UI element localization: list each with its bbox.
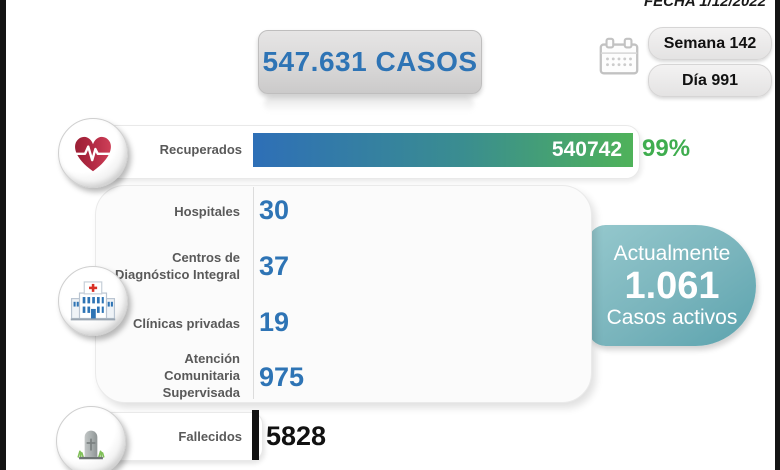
recovered-bar: 540742 xyxy=(253,133,633,167)
hospital-building-icon xyxy=(70,281,116,321)
tombstone-icon xyxy=(77,430,105,460)
deceased-label: Fallecidos xyxy=(178,429,242,444)
breakdown-value-acs: 975 xyxy=(259,362,305,392)
breakdown-value-hospitales: 30 xyxy=(259,195,290,225)
recovered-icon-badge xyxy=(58,118,128,188)
card-divider-line xyxy=(253,187,254,399)
report-date: FECHA 1/12/2022 xyxy=(643,0,766,10)
title-reflection xyxy=(264,96,474,112)
deceased-value: 5828 xyxy=(266,421,327,451)
calendar-icon xyxy=(599,37,639,75)
heart-ekg-icon xyxy=(75,136,111,172)
deceased-icon-badge xyxy=(56,406,126,470)
breakdown-value-clinicas: 19 xyxy=(259,307,290,337)
deceased-mini-bar xyxy=(252,410,259,460)
recovered-percent: 99% xyxy=(642,135,691,162)
breakdown-label-clinicas: Clínicas privadas xyxy=(133,316,240,331)
breakdown-value-cdi: 37 xyxy=(259,251,290,281)
recovered-label: Recuperados xyxy=(159,142,242,157)
active-cases-caption-top: Actualmente xyxy=(613,241,731,265)
recovered-value: 540742 xyxy=(551,138,622,161)
active-cases-value: 1.061 xyxy=(624,264,720,307)
breakdown-label-acs: Atención Comunitaria Supervisada xyxy=(162,351,240,400)
active-cases-capsule: Actualmente 1.061 Casos activos xyxy=(588,225,756,346)
week-badge: Semana 142 xyxy=(648,27,772,60)
day-badge: Día 991 xyxy=(648,64,772,97)
total-cases-title: 547.631 CASOS xyxy=(262,46,478,77)
right-letterbox-bar xyxy=(775,0,780,470)
active-cases-caption-bottom: Casos activos xyxy=(606,305,738,329)
breakdown-label-cdi: Centros de Diagnóstico Integral xyxy=(115,250,240,282)
total-cases-box: 547.631 CASOS xyxy=(258,30,482,94)
care-icon-badge xyxy=(58,266,128,336)
left-letterbox-bar xyxy=(0,0,6,470)
breakdown-label-hospitales: Hospitales xyxy=(174,204,240,219)
